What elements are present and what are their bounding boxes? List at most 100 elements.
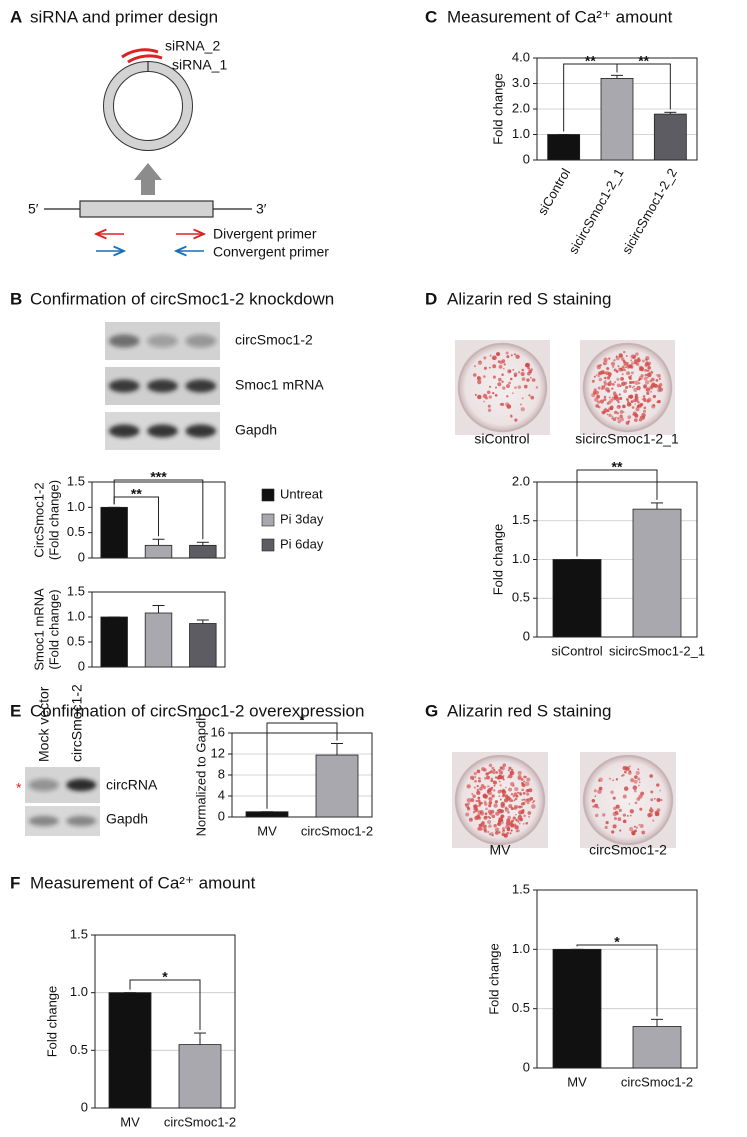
- nodule: [652, 404, 655, 407]
- nodule: [473, 771, 477, 776]
- nodule: [517, 385, 522, 389]
- nodule: [531, 378, 536, 382]
- nodule: [475, 799, 478, 803]
- significance-bracket: [616, 63, 671, 110]
- nodule: [506, 831, 509, 835]
- nodule: [492, 391, 495, 395]
- nodule: [489, 354, 492, 357]
- nodule: [514, 386, 517, 390]
- nodule: [615, 356, 620, 361]
- nodule: [611, 830, 615, 834]
- nodule: [593, 375, 596, 378]
- nodule: [629, 365, 634, 369]
- nodule: [491, 356, 496, 360]
- y-tick-label: 0: [78, 549, 85, 564]
- bar: [178, 1044, 222, 1109]
- nodule: [487, 408, 492, 412]
- nodule: [634, 393, 638, 397]
- nodule: [615, 778, 619, 781]
- nodule: [637, 777, 641, 781]
- y-axis-label: (Fold change): [46, 589, 61, 669]
- nodule: [643, 406, 647, 410]
- nodule: [633, 418, 638, 422]
- nodule: [608, 407, 611, 410]
- label: Divergent primer: [213, 226, 317, 242]
- nodule: [594, 397, 599, 402]
- sirna-arc: [121, 48, 159, 59]
- nodule: [638, 794, 643, 799]
- legend-label: Pi 6day: [280, 536, 324, 551]
- nodule: [512, 816, 516, 820]
- nodule: [529, 376, 532, 379]
- nodule: [627, 415, 632, 420]
- nodule: [630, 359, 633, 362]
- nodule: [629, 394, 634, 399]
- y-tick-label: 1.5: [67, 473, 85, 488]
- plot-frame: [536, 481, 698, 638]
- significance-label: *: [614, 934, 620, 950]
- nodule: [634, 359, 637, 362]
- nodule: [598, 377, 603, 382]
- nodule: [515, 813, 517, 816]
- nodule: [619, 417, 625, 422]
- nodule: [617, 417, 620, 420]
- nodule: [621, 775, 623, 777]
- nodule: [523, 814, 526, 817]
- nodule: [624, 381, 628, 385]
- nodule: [647, 365, 652, 370]
- nodule: [633, 387, 638, 392]
- nodule: [488, 797, 491, 800]
- nodule: [613, 368, 617, 372]
- nodule: [535, 386, 539, 389]
- nodule: [658, 383, 663, 387]
- nodule: [522, 792, 526, 795]
- nodule: [521, 368, 525, 372]
- nodule: [618, 808, 622, 812]
- nodule: [472, 810, 476, 814]
- error-bar: [196, 541, 209, 546]
- y-tick-label: 0: [78, 658, 85, 673]
- nodule: [528, 369, 532, 374]
- nodule: [471, 793, 474, 795]
- band: [108, 334, 140, 348]
- x-tick-label: MV: [120, 1114, 140, 1129]
- nodule: [494, 827, 500, 832]
- exon: [79, 200, 214, 218]
- nodule: [638, 365, 643, 370]
- x-tick-label: sicircSmoc1-2_1: [566, 166, 627, 257]
- nodule: [614, 410, 618, 414]
- nodule: [594, 813, 599, 818]
- x-tick-label: circSmoc1-2: [164, 1114, 236, 1129]
- nodule: [510, 793, 514, 796]
- nodule: [470, 775, 475, 780]
- nodule: [641, 359, 645, 363]
- nodule: [655, 812, 660, 817]
- y-axis-label: (Fold change): [46, 480, 61, 560]
- nodule: [525, 821, 529, 825]
- band: [147, 424, 178, 438]
- nodule: [608, 413, 612, 418]
- nodule: [619, 829, 622, 832]
- nodule: [650, 371, 654, 374]
- nodule: [499, 798, 502, 801]
- y-tick-label: 1.5: [512, 881, 530, 896]
- nodule: [634, 395, 639, 400]
- bar: [547, 134, 581, 161]
- band: [108, 424, 140, 438]
- nodule: [611, 382, 615, 386]
- nodule: [604, 825, 608, 830]
- blots: [105, 322, 220, 450]
- nodule: [514, 786, 519, 792]
- panel-letter: A: [10, 7, 22, 26]
- nodule: [493, 824, 497, 828]
- band: [147, 334, 178, 348]
- nodule: [622, 404, 626, 409]
- nodule: [510, 829, 513, 832]
- nodule: [497, 382, 502, 387]
- y-tick-label: 0.5: [67, 633, 85, 648]
- nodule: [511, 799, 514, 803]
- nodule: [646, 376, 649, 379]
- nodule: [509, 770, 514, 775]
- y-axis-label: Normalized to Gapdh: [193, 714, 208, 837]
- nodule: [493, 781, 495, 783]
